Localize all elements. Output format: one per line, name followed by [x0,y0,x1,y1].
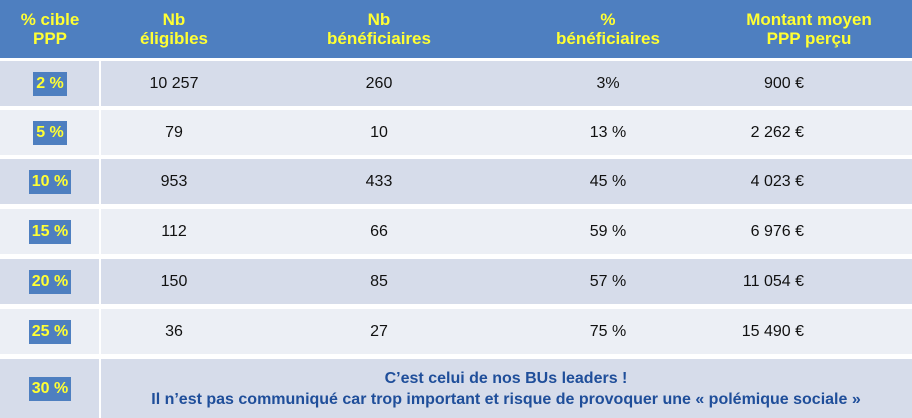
header-line: bénéficiaires [327,29,431,48]
header-line: Montant moyen [746,10,872,29]
row-divider [0,106,912,108]
table-row: 15 % 112 66 59 % 6 976 € [0,209,912,254]
pct-cell: 13 % [589,123,627,141]
pct-cell: 3% [596,74,620,92]
pct-cell: 57 % [589,272,627,290]
eligible-cell: 112 [161,222,187,240]
header-line: % cible [20,10,80,29]
header-beneficiaries: Nb bénéficiaires [248,0,510,58]
amount-cell: 900 € [763,74,804,92]
beneficiaries-cell: 10 [370,123,388,141]
beneficiaries-cell: 66 [370,222,388,240]
note-message: C’est celui de nos BUs leaders ! Il n’es… [100,359,912,418]
target-badge: 15 % [28,219,72,244]
amount-cell: 6 976 € [750,222,804,240]
target-cell: 2 % [0,61,100,106]
target-badge: 5 % [33,120,67,145]
beneficiaries-cell: 27 [370,322,388,340]
beneficiaries-cell: 85 [370,272,388,290]
table-row: 20 % 150 85 57 % 11 054 € [0,259,912,304]
header-line: % [600,10,616,29]
note-line-2: Il n’est pas communiqué car trop importa… [151,390,861,408]
column-divider [99,58,101,418]
table-row-note: 30 % C’est celui de nos BUs leaders ! Il… [0,359,912,418]
table-header: % cible PPP Nb éligibles Nb bénéficiaires %… [0,0,912,58]
target-cell: 10 % [0,159,100,204]
row-divider [0,58,912,60]
row-divider [0,155,912,157]
amount-cell: 11 054 € [742,272,804,290]
amount-cell: 4 023 € [750,172,804,190]
pct-cell: 59 % [589,222,627,240]
header-pct-beneficiaries: % bénéficiaires [510,0,706,58]
header-eligible: Nb éligibles [100,0,248,58]
beneficiaries-cell: 260 [365,74,393,92]
target-badge: 20 % [28,269,72,294]
eligible-cell: 10 257 [149,74,199,92]
target-cell: 15 % [0,209,100,254]
target-cell: 30 % [0,359,100,418]
target-cell: 20 % [0,259,100,304]
row-divider [0,255,912,257]
target-badge: 25 % [28,319,72,344]
pct-cell: 75 % [589,322,627,340]
target-badge: 30 % [28,376,72,401]
header-average-amount: Montant moyen PPP perçu [706,0,912,58]
eligible-cell: 953 [160,172,188,190]
header-line: PPP perçu [766,29,852,48]
table-row: 25 % 36 27 75 % 15 490 € [0,309,912,354]
row-divider [0,205,912,207]
beneficiaries-cell: 433 [365,172,393,190]
header-line: bénéficiaires [556,29,660,48]
eligible-cell: 79 [165,123,183,141]
eligible-cell: 150 [160,272,188,290]
header-line: PPP [32,29,68,48]
row-divider [0,305,912,307]
amount-cell: 15 490 € [741,322,804,340]
table-row: 5 % 79 10 13 % 2 262 € [0,110,912,155]
header-target-ppp: % cible PPP [0,0,100,58]
header-line: Nb [162,10,186,29]
eligible-cell: 36 [165,322,183,340]
table-row: 10 % 953 433 45 % 4 023 € [0,159,912,204]
table-row: 2 % 10 257 260 3% 900 € [0,61,912,106]
target-cell: 5 % [0,110,100,155]
row-divider [0,355,912,357]
target-cell: 25 % [0,309,100,354]
note-line-1: C’est celui de nos BUs leaders ! [384,369,628,387]
amount-cell: 2 262 € [750,123,804,141]
header-line: Nb [367,10,391,29]
header-line: éligibles [139,29,209,48]
target-badge: 10 % [28,169,72,194]
pct-cell: 45 % [589,172,627,190]
target-badge: 2 % [33,71,67,96]
